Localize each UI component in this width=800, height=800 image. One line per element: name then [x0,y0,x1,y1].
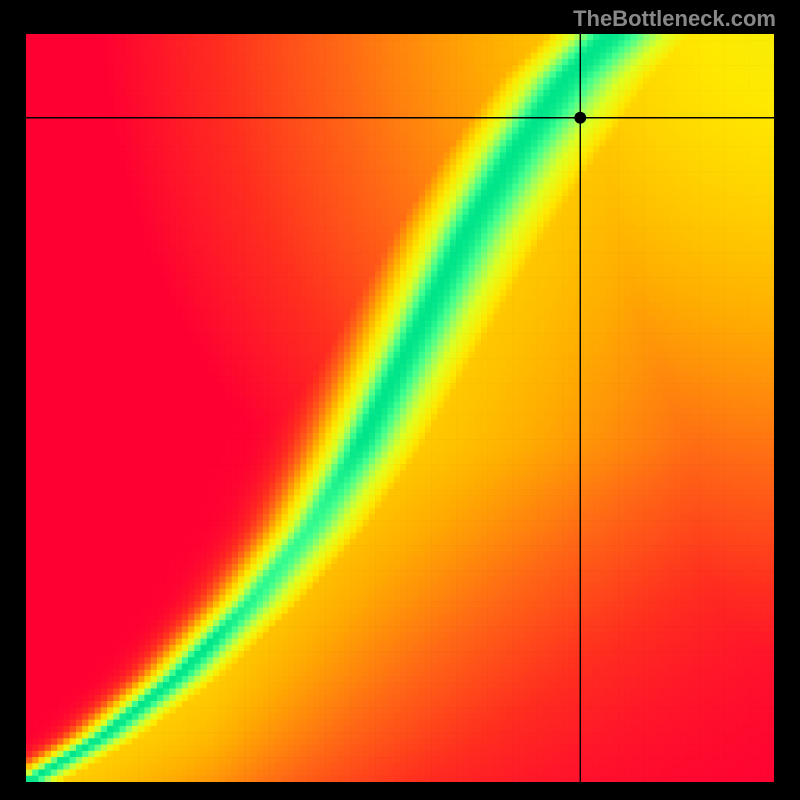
watermark-text: TheBottleneck.com [573,6,776,32]
bottleneck-heatmap [26,34,774,782]
chart-container: TheBottleneck.com [0,0,800,800]
